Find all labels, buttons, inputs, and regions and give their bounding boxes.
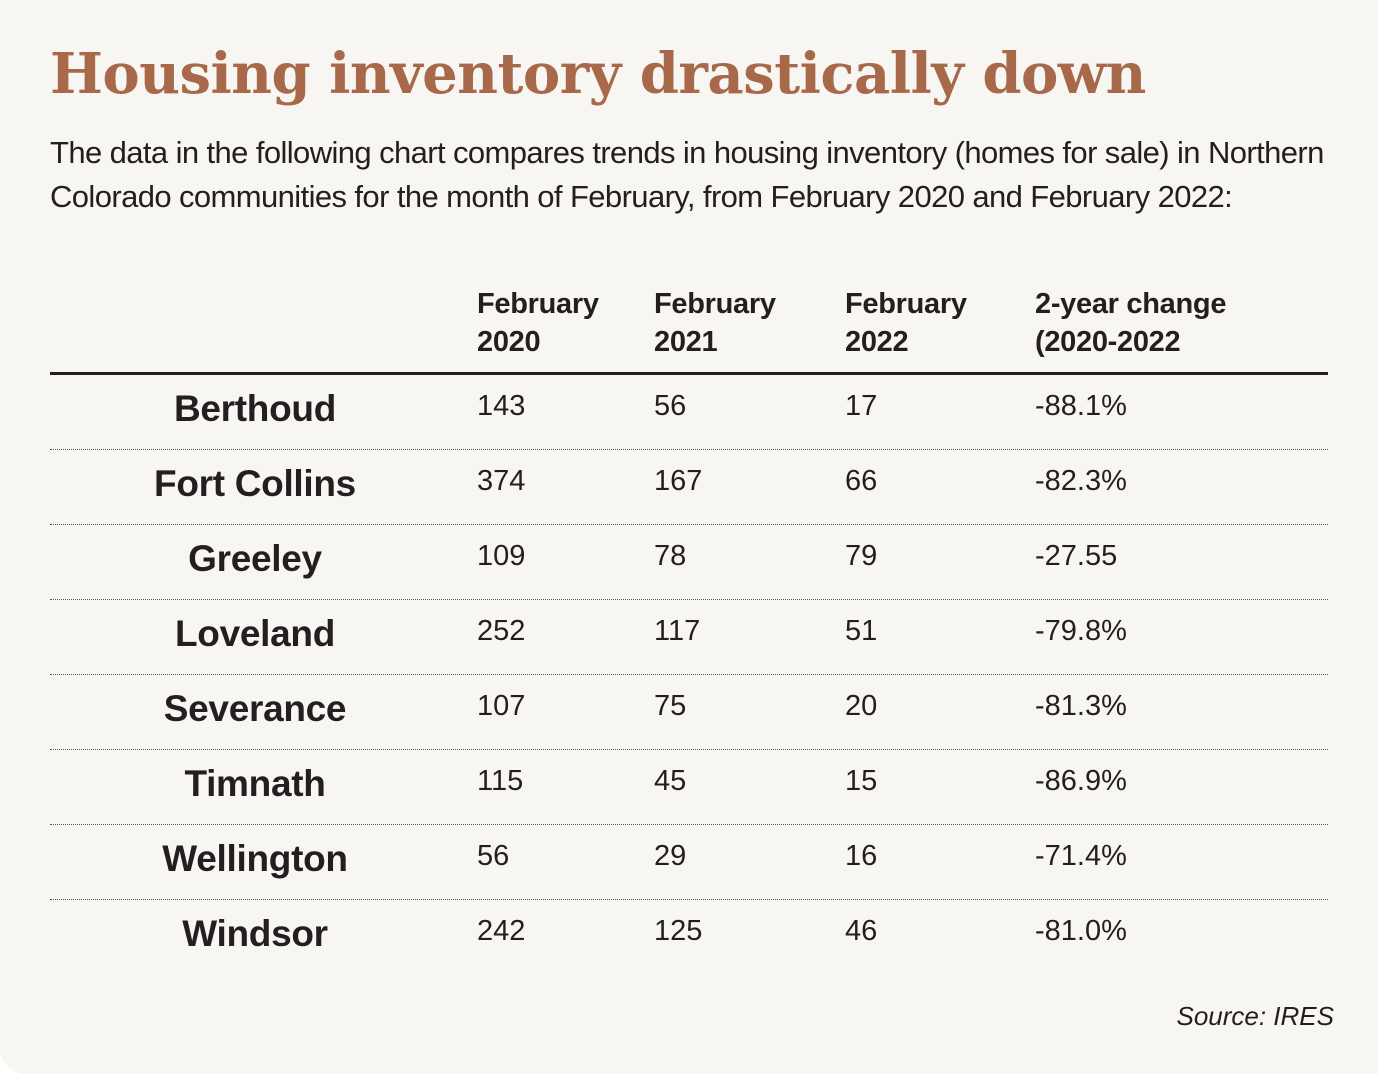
value-february-2020: 115 (477, 765, 524, 797)
table-body: Berthoud 143 56 17 -88.1% Fort Collins 374 167 6… (50, 375, 1328, 974)
value-february-2020: 374 (477, 465, 526, 497)
value-two-year-change: -81.3% (1035, 690, 1127, 722)
value-two-year-change: -81.0% (1035, 915, 1127, 947)
source-note: Source: IRES (1176, 1001, 1334, 1031)
table-row: Greeley 109 78 79 -27.55 (50, 525, 1328, 600)
value-two-year-change: -79.8% (1035, 615, 1127, 647)
value-february-2020: 242 (477, 915, 526, 947)
inventory-table: February 2020 February 2021 February 202… (50, 283, 1328, 974)
value-february-2022: 51 (845, 615, 878, 647)
city-name: Greeley (188, 538, 322, 579)
value-february-2022: 79 (845, 540, 878, 572)
table-row: Windsor 242 125 46 -81.0% (50, 900, 1328, 974)
table-header: February 2020 February 2021 February 202… (50, 283, 1328, 375)
table-row: Severance 107 75 20 -81.3% (50, 675, 1328, 750)
table-row: Fort Collins 374 167 66 -82.3% (50, 450, 1328, 525)
value-february-2022: 46 (845, 915, 878, 947)
header-february-2022: February 2022 (845, 288, 967, 358)
value-february-2022: 17 (845, 390, 878, 422)
city-name: Wellington (162, 838, 348, 879)
value-february-2020: 56 (477, 840, 510, 872)
header-february-2020: February 2020 (477, 288, 599, 358)
value-february-2022: 66 (845, 465, 878, 497)
value-february-2020: 252 (477, 615, 526, 647)
chart-title: Housing inventory drastically down (50, 41, 1146, 107)
header-two-year-change: 2-year change (2020-2022 (1035, 288, 1227, 358)
value-february-2021: 45 (654, 765, 687, 797)
chart-subtitle: The data in the following chart compares… (50, 135, 1324, 214)
value-two-year-change: -27.55 (1035, 540, 1118, 572)
value-february-2020: 107 (477, 690, 526, 722)
header-february-2021: February 2021 (654, 288, 776, 358)
table-row: Wellington 56 29 16 -71.4% (50, 825, 1328, 900)
city-name: Fort Collins (154, 463, 356, 504)
value-february-2021: 125 (654, 915, 703, 947)
table-row: Timnath 115 45 15 -86.9% (50, 750, 1328, 825)
value-february-2021: 56 (654, 390, 687, 422)
city-name: Windsor (182, 913, 328, 954)
table-row: Loveland 252 117 51 -79.8% (50, 600, 1328, 675)
value-two-year-change: -88.1% (1035, 390, 1127, 422)
value-february-2022: 20 (845, 690, 878, 722)
value-two-year-change: -86.9% (1035, 765, 1127, 797)
value-february-2022: 15 (845, 765, 878, 797)
value-february-2020: 143 (477, 390, 526, 422)
value-two-year-change: -82.3% (1035, 465, 1127, 497)
value-february-2021: 29 (654, 840, 687, 872)
table-row: Berthoud 143 56 17 -88.1% (50, 375, 1328, 450)
value-february-2021: 75 (654, 690, 687, 722)
value-two-year-change: -71.4% (1035, 840, 1127, 872)
city-name: Loveland (174, 613, 336, 654)
city-name: Severance (163, 688, 347, 729)
value-february-2021: 78 (654, 540, 687, 572)
value-february-2021: 117 (654, 615, 701, 647)
city-name: Berthoud (173, 388, 337, 429)
city-name: Timnath (184, 763, 326, 804)
value-february-2021: 167 (654, 465, 703, 497)
value-february-2020: 109 (477, 540, 526, 572)
value-february-2022: 16 (845, 840, 878, 872)
